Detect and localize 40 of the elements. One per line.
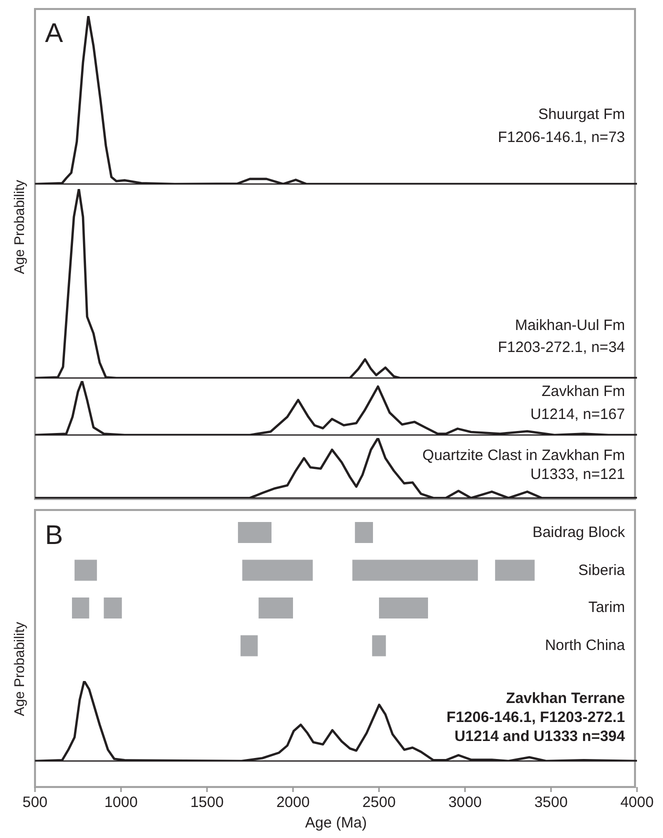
bar [379,598,428,618]
annotation: Maikhan-Uul Fm [514,317,625,335]
annotation: F1203-272.1, n=34 [498,339,625,357]
annotation: A [45,18,64,48]
y-tick-label: Tarim [588,598,625,618]
bar [352,560,478,581]
x-tick-label: 2000 [276,794,310,811]
annotation: Quartzite Clast in Zavkhan Fm [422,447,625,465]
y-tick-label: Siberia [578,560,625,581]
bar [72,598,90,618]
bar [238,522,272,543]
bar [372,635,386,656]
annotation: U1214 and U1333 n=394 [454,728,625,746]
y-tick-label: Baidrag Block [532,522,625,543]
y-axis-title: Age Probability [11,622,27,716]
bar [104,598,122,618]
annotation: F1206-146.1, F1203-272.1 [446,709,625,727]
annotation: Shuurgat Fm [538,106,625,124]
x-axis-title: Age (Ma) [305,814,367,832]
x-tick-label: 4000 [620,794,654,811]
bar [74,560,97,581]
annotation: U1214, n=167 [530,406,625,424]
bar [242,560,313,581]
annotation: U1333, n=121 [530,466,625,484]
x-tick-label: 3000 [448,794,482,811]
bar [258,598,293,618]
annotation: F1206-146.1, n=73 [498,129,625,147]
bar [354,522,373,543]
annotation: Zavkhan Fm [542,383,625,401]
annotation: B [45,520,64,550]
x-tick-label: 1000 [104,794,138,811]
bar [495,560,535,581]
annotation: Zavkhan Terrane [506,690,625,708]
x-tick-label: 1500 [190,794,224,811]
x-tick-label: 3500 [534,794,568,811]
y-axis-title: Age Probability [11,180,27,274]
y-tick-label: North China [544,636,625,656]
x-tick-label: 2500 [362,794,396,811]
x-tick-label: 500 [22,794,48,811]
bar [240,635,258,656]
